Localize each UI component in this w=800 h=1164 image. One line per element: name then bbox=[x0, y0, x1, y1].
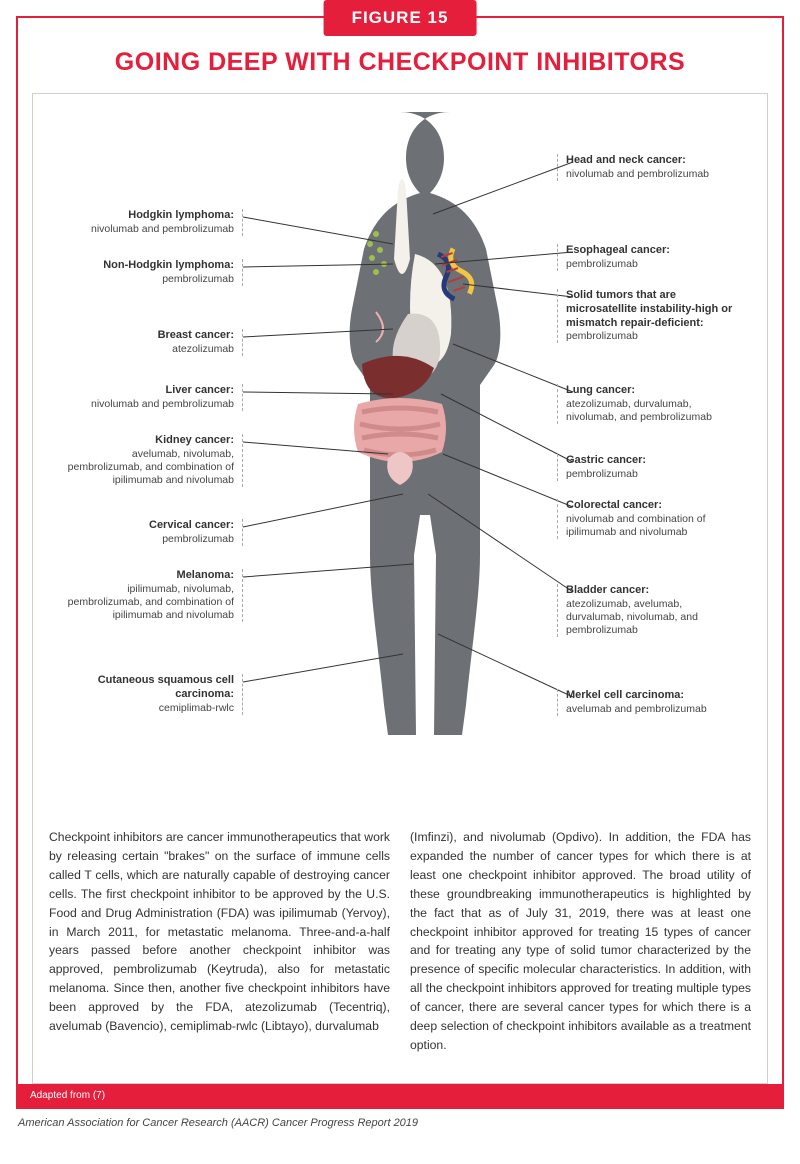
diagram-area: Hodgkin lymphoma:nivolumab and pembroliz… bbox=[33, 94, 767, 814]
callout-drugs: avelumab, nivolumab, pembrolizumab, and … bbox=[63, 448, 234, 487]
figure-badge: FIGURE 15 bbox=[324, 0, 477, 36]
callout-drugs: pembrolizumab bbox=[63, 533, 234, 546]
callout-right-0: Head and neck cancer:nivolumab and pembr… bbox=[557, 154, 737, 181]
callout-right-3: Lung cancer:atezolizumab, durvalumab, ni… bbox=[557, 384, 737, 424]
callout-title: Non-Hodgkin lymphoma: bbox=[63, 259, 234, 273]
callout-drugs: nivolumab and pembrolizumab bbox=[63, 398, 234, 411]
callout-drugs: nivolumab and pembrolizumab bbox=[63, 223, 234, 236]
callout-right-4: Gastric cancer:pembrolizumab bbox=[557, 454, 737, 481]
callout-left-7: Cutaneous squamous cell carcinoma:cemipl… bbox=[63, 674, 243, 715]
callout-title: Breast cancer: bbox=[63, 329, 234, 343]
callout-drugs: ipilimumab, nivolumab, pembrolizumab, an… bbox=[63, 583, 234, 622]
callout-title: Cervical cancer: bbox=[63, 519, 234, 533]
callout-drugs: nivolumab and combination of ipilimumab … bbox=[566, 513, 737, 539]
callout-left-0: Hodgkin lymphoma:nivolumab and pembroliz… bbox=[63, 209, 243, 236]
description-col-1: Checkpoint inhibitors are cancer immunot… bbox=[49, 828, 390, 1055]
callout-title: Colorectal cancer: bbox=[566, 499, 737, 513]
callout-drugs: pembrolizumab bbox=[566, 258, 737, 271]
description-col-2: (Imfinzi), and nivolumab (Opdivo). In ad… bbox=[410, 828, 751, 1055]
callout-drugs: pembrolizumab bbox=[63, 273, 234, 286]
figure-frame: FIGURE 15 GOING DEEP WITH CHECKPOINT INH… bbox=[16, 16, 784, 1109]
callout-title: Cutaneous squamous cell carcinoma: bbox=[63, 674, 234, 702]
callout-right-7: Merkel cell carcinoma:avelumab and pembr… bbox=[557, 689, 737, 716]
callout-left-3: Liver cancer:nivolumab and pembrolizumab bbox=[63, 384, 243, 411]
callout-drugs: pembrolizumab bbox=[566, 468, 737, 481]
adapted-from-bar: Adapted from (7) bbox=[18, 1084, 782, 1107]
callout-drugs: atezolizumab, avelumab, durvalumab, nivo… bbox=[566, 598, 737, 637]
callout-title: Lung cancer: bbox=[566, 384, 737, 398]
callout-right-6: Bladder cancer:atezolizumab, avelumab, d… bbox=[557, 584, 737, 637]
callout-drugs: pembrolizumab bbox=[566, 330, 737, 343]
callout-title: Merkel cell carcinoma: bbox=[566, 689, 737, 703]
inner-frame: Hodgkin lymphoma:nivolumab and pembroliz… bbox=[32, 93, 768, 1084]
callout-title: Esophageal cancer: bbox=[566, 244, 737, 258]
callout-drugs: nivolumab and pembrolizumab bbox=[566, 168, 737, 181]
callout-left-5: Cervical cancer:pembrolizumab bbox=[63, 519, 243, 546]
callout-title: Hodgkin lymphoma: bbox=[63, 209, 234, 223]
callout-drugs: atezolizumab bbox=[63, 343, 234, 356]
callout-left-4: Kidney cancer:avelumab, nivolumab, pembr… bbox=[63, 434, 243, 487]
callout-title: Solid tumors that are microsatellite ins… bbox=[566, 289, 737, 330]
description: Checkpoint inhibitors are cancer immunot… bbox=[33, 814, 767, 1073]
callout-title: Kidney cancer: bbox=[63, 434, 234, 448]
callout-left-2: Breast cancer:atezolizumab bbox=[63, 329, 243, 356]
callout-left-6: Melanoma:ipilimumab, nivolumab, pembroli… bbox=[63, 569, 243, 622]
callout-drugs: avelumab and pembrolizumab bbox=[566, 703, 737, 716]
callout-left-1: Non-Hodgkin lymphoma:pembrolizumab bbox=[63, 259, 243, 286]
callout-drugs: cemiplimab-rwlc bbox=[63, 702, 234, 715]
callout-right-1: Esophageal cancer:pembrolizumab bbox=[557, 244, 737, 271]
source-citation: American Association for Cancer Research… bbox=[16, 1109, 784, 1129]
callout-right-2: Solid tumors that are microsatellite ins… bbox=[557, 289, 737, 343]
callout-right-5: Colorectal cancer:nivolumab and combinat… bbox=[557, 499, 737, 539]
callout-title: Liver cancer: bbox=[63, 384, 234, 398]
callout-drugs: atezolizumab, durvalumab, nivolumab, and… bbox=[566, 398, 737, 424]
body-silhouette bbox=[280, 104, 520, 744]
callout-title: Melanoma: bbox=[63, 569, 234, 583]
callout-title: Head and neck cancer: bbox=[566, 154, 737, 168]
callout-title: Gastric cancer: bbox=[566, 454, 737, 468]
callout-title: Bladder cancer: bbox=[566, 584, 737, 598]
